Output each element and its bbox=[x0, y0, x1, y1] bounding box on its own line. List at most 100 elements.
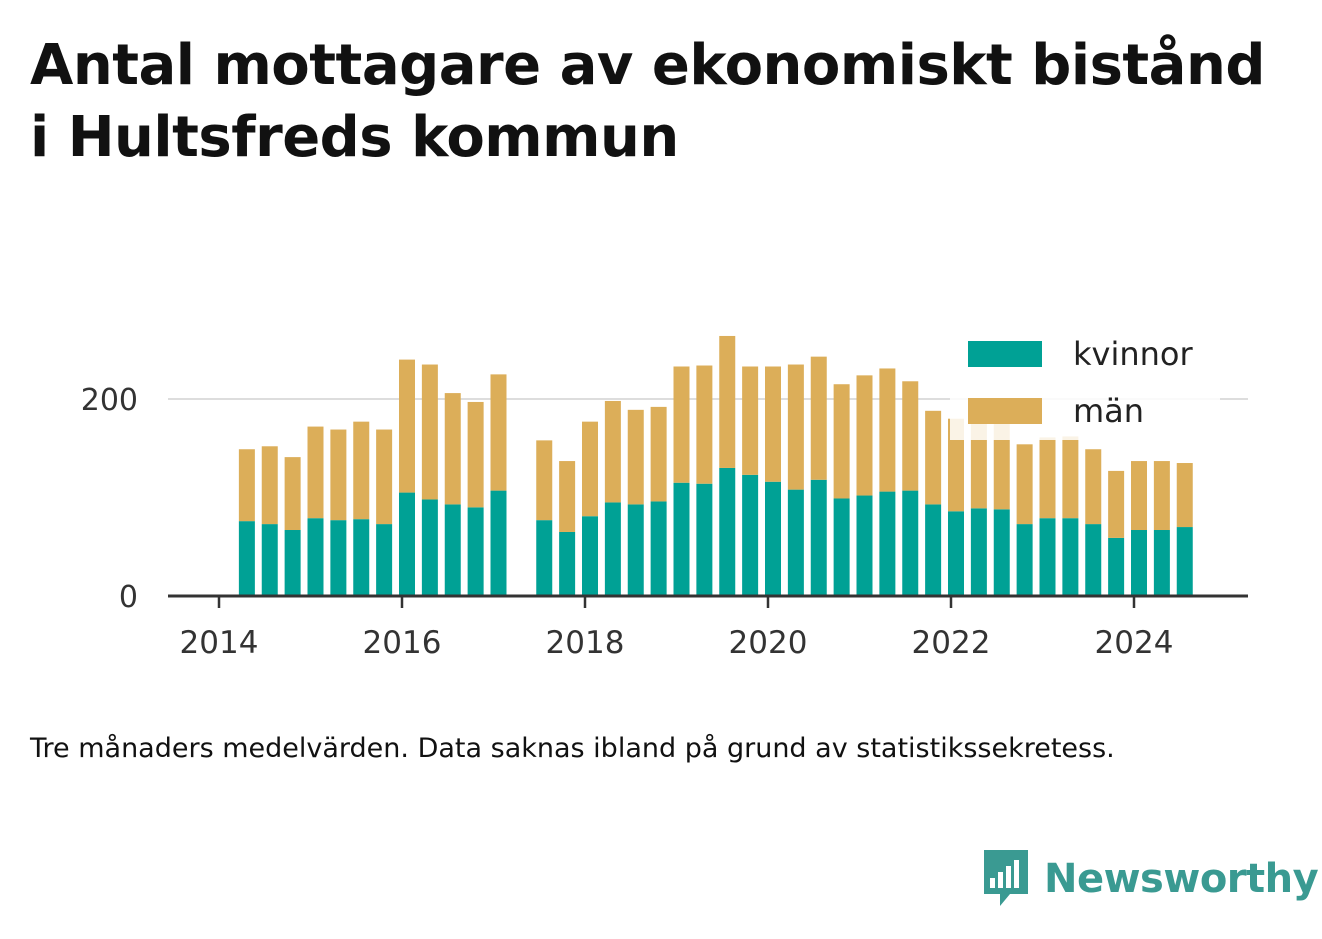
x-tick-label: 2022 bbox=[912, 625, 991, 661]
bar-kvinnor bbox=[650, 501, 667, 596]
x-tick-label: 2016 bbox=[363, 625, 442, 661]
newsworthy-logo-icon bbox=[984, 850, 1028, 906]
bar-man bbox=[1062, 436, 1079, 519]
legend-swatch bbox=[968, 398, 1042, 424]
bar-kvinnor bbox=[307, 518, 324, 596]
bar-man bbox=[582, 421, 598, 517]
bar-man bbox=[970, 418, 987, 509]
bar-kvinnor bbox=[582, 516, 598, 596]
bar-man bbox=[742, 366, 759, 475]
bar-kvinnor bbox=[238, 521, 255, 596]
bar-kvinnor bbox=[604, 502, 621, 596]
bar-man bbox=[879, 368, 896, 492]
bar-kvinnor bbox=[902, 490, 919, 596]
bar-kvinnor bbox=[948, 511, 964, 596]
bar-man bbox=[765, 366, 781, 482]
bar-kvinnor bbox=[1016, 524, 1033, 596]
bar-kvinnor bbox=[536, 520, 553, 596]
bar-man bbox=[1176, 463, 1193, 528]
axes: 0 200 2014 2016 2018 2020 2022 2024 bbox=[81, 383, 1248, 661]
bar-kvinnor bbox=[696, 483, 713, 596]
bar-man bbox=[833, 384, 850, 499]
bar-kvinnor bbox=[399, 492, 415, 596]
bar-man bbox=[1131, 461, 1147, 531]
x-tick-label: 2018 bbox=[546, 625, 625, 661]
bar-kvinnor bbox=[993, 509, 1010, 596]
bar-kvinnor bbox=[719, 467, 736, 596]
legend-label: kvinnor bbox=[1073, 335, 1194, 373]
bar-kvinnor bbox=[879, 491, 896, 596]
bar-kvinnor bbox=[421, 499, 438, 596]
bar-kvinnor bbox=[810, 479, 827, 596]
legend-label: män bbox=[1073, 392, 1144, 430]
legend-swatch bbox=[968, 341, 1042, 367]
bar-man bbox=[1039, 437, 1056, 519]
bar-kvinnor bbox=[330, 520, 347, 596]
bar-man bbox=[376, 429, 393, 525]
bar-man bbox=[948, 418, 964, 512]
bar-man bbox=[627, 409, 644, 505]
y-tick-label: 0 bbox=[119, 580, 138, 615]
bar-kvinnor bbox=[1108, 537, 1125, 596]
bar-man bbox=[284, 457, 301, 531]
bar-kvinnor bbox=[559, 531, 576, 596]
x-tick-label: 2014 bbox=[180, 625, 259, 661]
bar-man bbox=[399, 359, 415, 493]
bar-man bbox=[1016, 444, 1033, 525]
bar-kvinnor bbox=[376, 524, 393, 596]
bar-man bbox=[467, 401, 484, 508]
bar-kvinnor bbox=[787, 489, 804, 596]
bar-man bbox=[444, 393, 461, 505]
bar-kvinnor bbox=[742, 474, 759, 596]
bar-man bbox=[307, 426, 324, 519]
caption: Tre månaders medelvärden. Data saknas ib… bbox=[30, 733, 1115, 764]
bar-man bbox=[1108, 470, 1125, 538]
chart-title: Antal mottagare av ekonomiskt bistånd i … bbox=[30, 33, 1265, 170]
x-tick-label: 2020 bbox=[729, 625, 808, 661]
bar-man bbox=[536, 440, 553, 521]
y-tick-label: 200 bbox=[81, 383, 138, 418]
bar-kvinnor bbox=[1153, 530, 1170, 596]
bar-man bbox=[650, 406, 667, 502]
bar-man bbox=[810, 356, 827, 480]
bar-kvinnor bbox=[1176, 527, 1193, 596]
bar-man bbox=[856, 375, 873, 496]
bar-man bbox=[559, 461, 576, 532]
bar-kvinnor bbox=[261, 524, 278, 596]
bar-man bbox=[1153, 461, 1170, 531]
bar-kvinnor bbox=[970, 508, 987, 596]
bar-man bbox=[673, 366, 690, 483]
bars bbox=[238, 335, 1193, 596]
bar-man bbox=[490, 374, 507, 491]
bar-kvinnor bbox=[833, 498, 850, 596]
bar-man bbox=[696, 365, 713, 484]
legend: kvinnor män bbox=[950, 330, 1220, 440]
bar-man bbox=[604, 400, 621, 503]
bar-man bbox=[238, 449, 255, 522]
bar-man bbox=[925, 410, 942, 505]
bar-kvinnor bbox=[627, 504, 644, 596]
bar-kvinnor bbox=[856, 495, 873, 596]
bar-man bbox=[787, 364, 804, 490]
bar-kvinnor bbox=[490, 490, 507, 596]
bar-kvinnor bbox=[1131, 530, 1147, 596]
bar-man bbox=[902, 381, 919, 491]
bar-kvinnor bbox=[1039, 518, 1056, 596]
bar-man bbox=[1085, 449, 1102, 525]
bar-kvinnor bbox=[925, 504, 942, 596]
bar-man bbox=[719, 335, 736, 468]
bar-kvinnor bbox=[353, 519, 370, 596]
bar-kvinnor bbox=[765, 481, 781, 596]
bar-man bbox=[261, 446, 278, 525]
bar-man bbox=[330, 429, 347, 521]
x-tick-label: 2024 bbox=[1095, 625, 1174, 661]
bar-kvinnor bbox=[1085, 524, 1102, 596]
brand-name: Newsworthy bbox=[1044, 856, 1319, 902]
bar-man bbox=[421, 364, 438, 500]
bar-kvinnor bbox=[444, 504, 461, 596]
brand-logo: Newsworthy bbox=[980, 848, 1319, 910]
bar-kvinnor bbox=[673, 482, 690, 596]
bar-kvinnor bbox=[1062, 518, 1079, 596]
bar-kvinnor bbox=[284, 530, 301, 596]
